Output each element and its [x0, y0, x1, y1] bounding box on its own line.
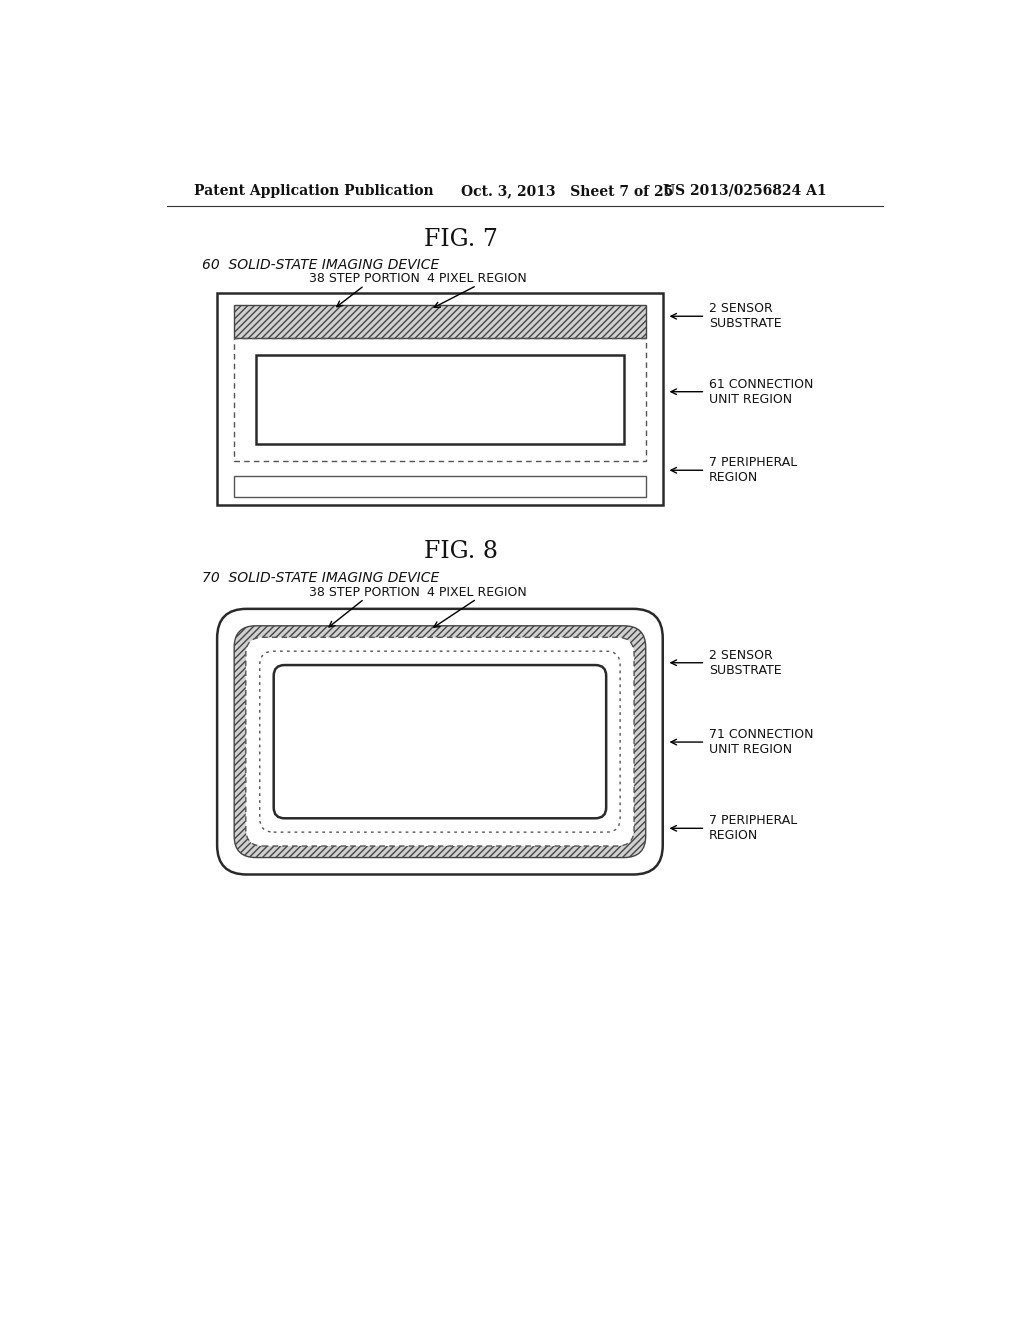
FancyBboxPatch shape	[260, 651, 621, 832]
Text: FIG. 8: FIG. 8	[424, 540, 499, 562]
Text: 38 STEP PORTION: 38 STEP PORTION	[309, 272, 420, 285]
Text: 4 PIXEL REGION: 4 PIXEL REGION	[427, 586, 526, 599]
FancyBboxPatch shape	[234, 626, 646, 858]
Bar	[217, 293, 663, 506]
Text: 7 PERIPHERAL
REGION: 7 PERIPHERAL REGION	[710, 814, 798, 842]
Text: 7 PERIPHERAL
REGION: 7 PERIPHERAL REGION	[710, 457, 798, 484]
Text: 38 STEP PORTION: 38 STEP PORTION	[309, 586, 420, 599]
Text: 71 CONNECTION
UNIT REGION: 71 CONNECTION UNIT REGION	[710, 729, 814, 756]
Bar	[256, 355, 624, 444]
Text: 61 CONNECTION
UNIT REGION: 61 CONNECTION UNIT REGION	[710, 378, 814, 405]
Bar	[234, 338, 646, 461]
Text: FIG. 7: FIG. 7	[424, 228, 499, 251]
Text: 60  SOLID-STATE IMAGING DEVICE: 60 SOLID-STATE IMAGING DEVICE	[202, 257, 439, 272]
Text: Patent Application Publication: Patent Application Publication	[194, 183, 433, 198]
Text: 4 PIXEL REGION: 4 PIXEL REGION	[427, 272, 526, 285]
Text: US 2013/0256824 A1: US 2013/0256824 A1	[663, 183, 826, 198]
FancyBboxPatch shape	[217, 609, 663, 875]
Bar	[234, 475, 646, 498]
Text: 2 SENSOR
SUBSTRATE: 2 SENSOR SUBSTRATE	[710, 302, 782, 330]
Text: Oct. 3, 2013   Sheet 7 of 25: Oct. 3, 2013 Sheet 7 of 25	[461, 183, 674, 198]
Text: 70  SOLID-STATE IMAGING DEVICE: 70 SOLID-STATE IMAGING DEVICE	[202, 572, 439, 585]
Text: 2 SENSOR
SUBSTRATE: 2 SENSOR SUBSTRATE	[710, 648, 782, 677]
Bar	[234, 305, 646, 338]
FancyBboxPatch shape	[273, 665, 606, 818]
FancyBboxPatch shape	[246, 638, 634, 846]
